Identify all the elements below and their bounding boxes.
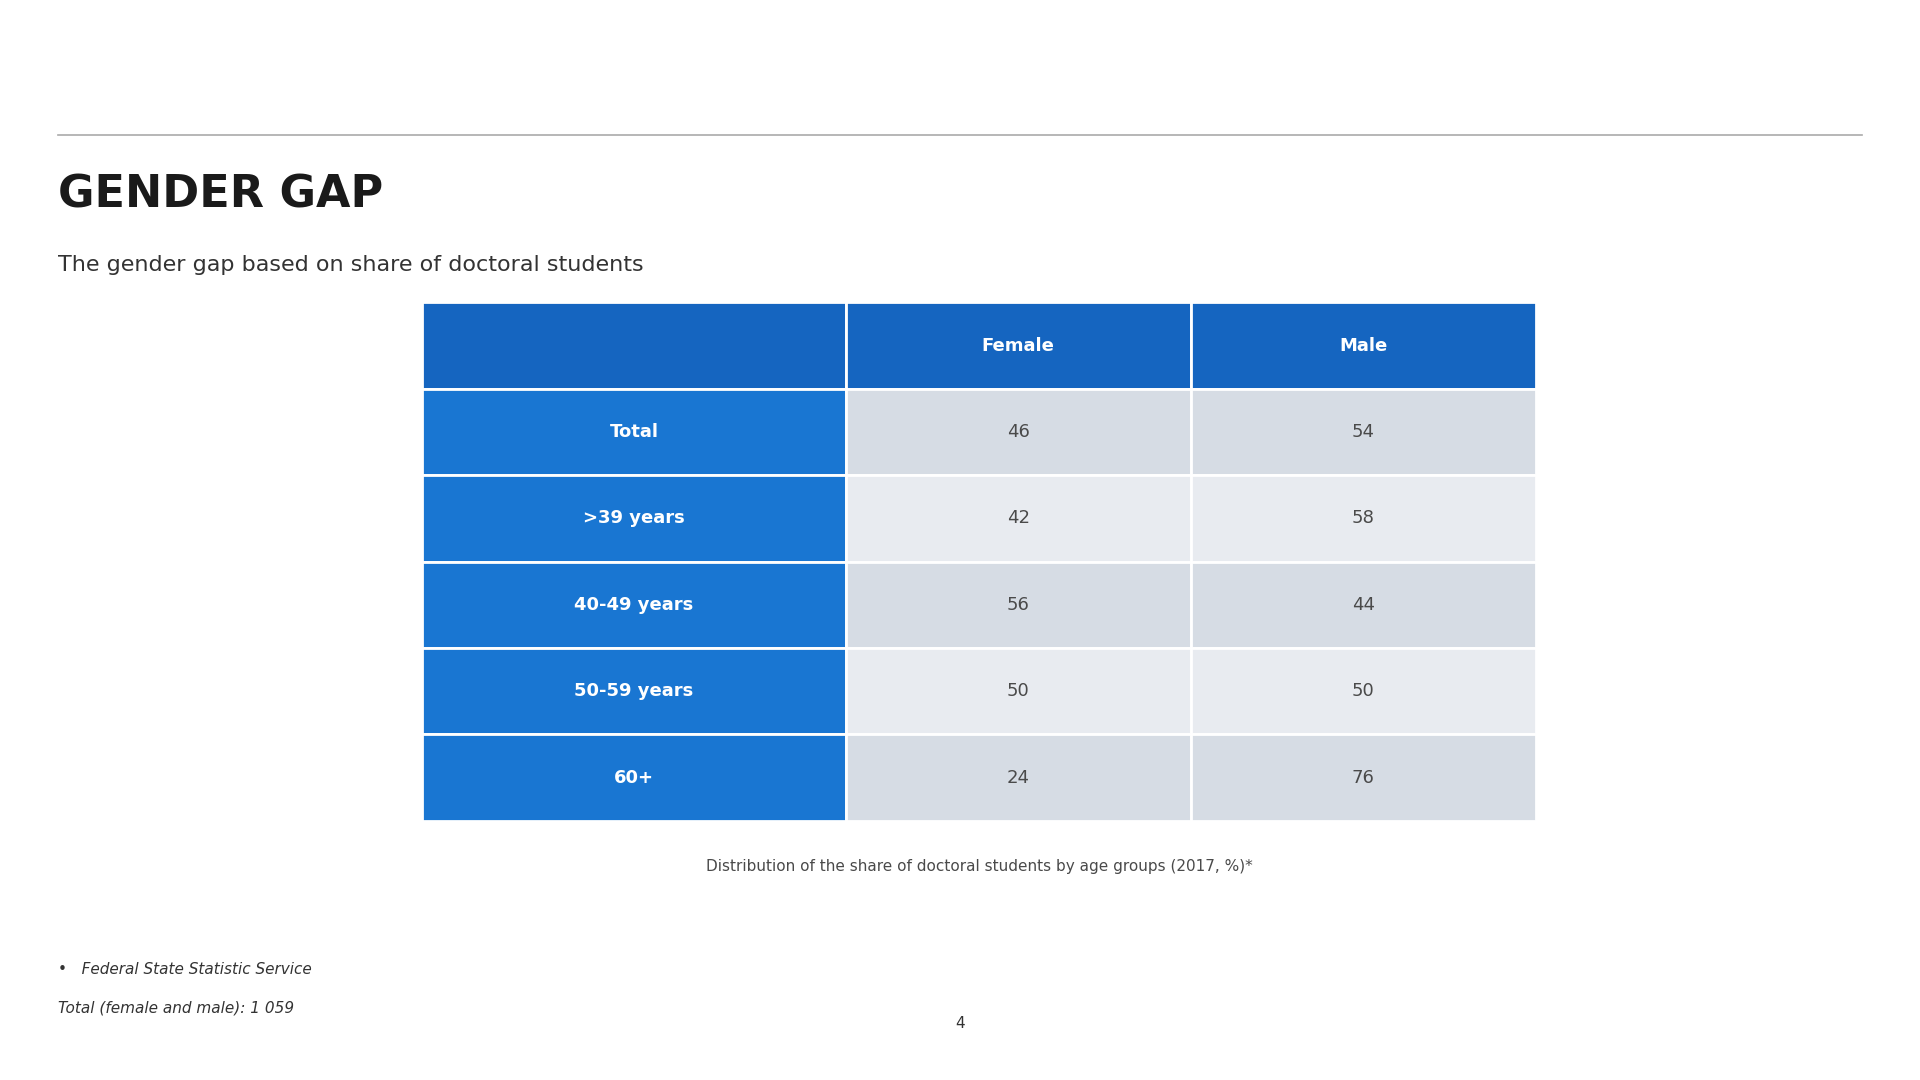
FancyBboxPatch shape — [422, 389, 845, 475]
FancyBboxPatch shape — [845, 389, 1190, 475]
FancyBboxPatch shape — [422, 475, 845, 562]
Text: The gender gap based on share of doctoral students: The gender gap based on share of doctora… — [58, 255, 643, 275]
FancyBboxPatch shape — [1190, 648, 1536, 734]
Text: Total: Total — [609, 423, 659, 441]
Text: >39 years: >39 years — [584, 510, 685, 527]
Text: Distribution of the share of doctoral students by age groups (2017, %)*: Distribution of the share of doctoral st… — [707, 859, 1252, 874]
FancyBboxPatch shape — [1190, 389, 1536, 475]
Text: 76: 76 — [1352, 769, 1375, 786]
Text: 54: 54 — [1352, 423, 1375, 441]
FancyBboxPatch shape — [422, 562, 845, 648]
Text: •   Federal State Statistic Service: • Federal State Statistic Service — [58, 962, 311, 977]
FancyBboxPatch shape — [845, 648, 1190, 734]
FancyBboxPatch shape — [1190, 734, 1536, 821]
FancyBboxPatch shape — [422, 734, 845, 821]
Text: GENDER GAP: GENDER GAP — [58, 173, 382, 216]
Text: 4: 4 — [954, 1016, 966, 1031]
Text: 40-49 years: 40-49 years — [574, 596, 693, 613]
Text: 50: 50 — [1006, 683, 1029, 700]
Text: Male: Male — [1340, 337, 1388, 354]
FancyBboxPatch shape — [1190, 562, 1536, 648]
FancyBboxPatch shape — [845, 475, 1190, 562]
FancyBboxPatch shape — [422, 648, 845, 734]
Text: 58: 58 — [1352, 510, 1375, 527]
Text: 24: 24 — [1006, 769, 1029, 786]
FancyBboxPatch shape — [422, 302, 845, 389]
FancyBboxPatch shape — [1190, 475, 1536, 562]
Text: 50-59 years: 50-59 years — [574, 683, 693, 700]
FancyBboxPatch shape — [845, 734, 1190, 821]
Text: 56: 56 — [1006, 596, 1029, 613]
Text: 46: 46 — [1006, 423, 1029, 441]
Text: 44: 44 — [1352, 596, 1375, 613]
FancyBboxPatch shape — [1190, 302, 1536, 389]
Text: Total (female and male): 1 059: Total (female and male): 1 059 — [58, 1000, 294, 1015]
FancyBboxPatch shape — [845, 302, 1190, 389]
FancyBboxPatch shape — [845, 562, 1190, 648]
Text: 50: 50 — [1352, 683, 1375, 700]
Text: 42: 42 — [1006, 510, 1029, 527]
Text: 60+: 60+ — [614, 769, 655, 786]
Text: Female: Female — [981, 337, 1054, 354]
